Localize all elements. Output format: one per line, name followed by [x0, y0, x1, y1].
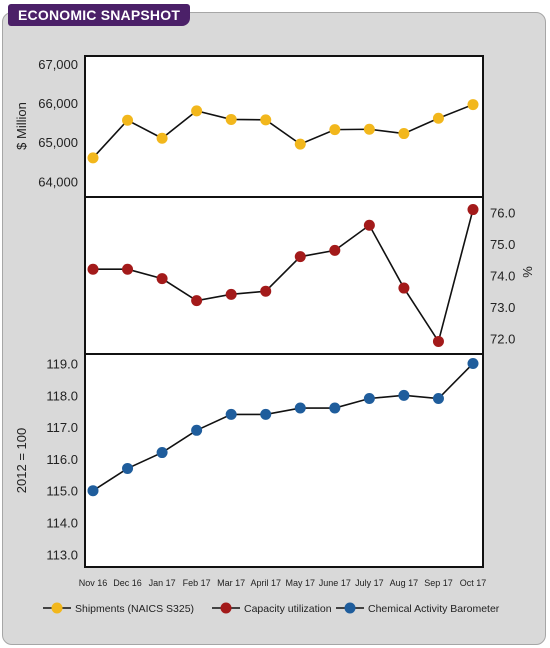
x-tick-label: Oct 17 [460, 578, 487, 588]
series-line [93, 209, 474, 344]
x-tick-label: Aug 17 [390, 578, 419, 588]
data-point [398, 282, 410, 294]
y-tick-label: 75.0 [490, 237, 515, 252]
data-point [156, 132, 168, 144]
data-point [87, 263, 99, 275]
x-tick-label: April 17 [250, 578, 281, 588]
data-point [432, 335, 444, 347]
page-title: ECONOMIC SNAPSHOT [8, 4, 191, 26]
x-tick-label: June 17 [319, 578, 351, 588]
x-tick-label: Jan 17 [149, 578, 176, 588]
y-tick-label: 117.0 [46, 420, 78, 435]
data-point [363, 393, 375, 405]
data-point [294, 138, 306, 150]
data-point [329, 402, 341, 414]
data-point [225, 288, 237, 300]
data-point [156, 273, 168, 285]
y-tick-label: 67,000 [38, 57, 78, 72]
data-point [398, 389, 410, 401]
data-point [156, 447, 168, 459]
y-tick-label: 74.0 [490, 269, 515, 284]
x-tick-label: Dec 16 [113, 578, 142, 588]
y-axis-label: $ Million [14, 102, 29, 150]
data-point [432, 112, 444, 124]
data-point [363, 219, 375, 231]
x-tick-label: Feb 17 [183, 578, 211, 588]
data-point [122, 462, 134, 474]
data-point [87, 152, 99, 164]
y-axis-label: 2012 = 100 [14, 428, 29, 493]
data-point [260, 114, 272, 126]
y-tick-label: 115.0 [46, 484, 78, 499]
y-tick-label: 65,000 [38, 135, 78, 150]
x-tick-label: May 17 [286, 578, 316, 588]
data-point [398, 128, 410, 140]
data-point [122, 114, 134, 126]
data-point [294, 251, 306, 263]
data-point [467, 204, 479, 216]
data-point [225, 113, 237, 125]
series-line [92, 103, 474, 159]
data-point [329, 244, 341, 256]
y-tick-label: 66,000 [38, 96, 78, 111]
data-point [191, 424, 203, 436]
y-axis-label: % [520, 266, 535, 278]
data-point [329, 124, 341, 136]
x-tick-label: July 17 [355, 578, 384, 588]
x-tick-label: Sep 17 [424, 578, 453, 588]
legend-marker [51, 602, 63, 614]
data-point [467, 99, 479, 111]
y-tick-label: 116.0 [46, 452, 78, 467]
y-tick-label: 119.0 [46, 357, 78, 372]
y-tick-label: 113.0 [46, 547, 78, 562]
legend-marker [344, 602, 356, 614]
y-tick-label: 73.0 [490, 300, 515, 315]
data-point [122, 263, 134, 275]
legend-label: Chemical Activity Barometer [368, 603, 500, 615]
data-point [363, 123, 375, 135]
plot-area [84, 55, 484, 568]
y-tick-label: 76.0 [490, 206, 515, 221]
y-tick-label: 72.0 [490, 331, 515, 346]
data-point [191, 295, 203, 307]
legend-marker [220, 602, 232, 614]
data-point [467, 358, 479, 370]
data-point [432, 393, 444, 405]
legend-label: Capacity utilization [244, 603, 332, 615]
y-tick-label: 64,000 [38, 174, 78, 189]
data-point [260, 285, 272, 297]
data-point [294, 402, 306, 414]
data-point [260, 408, 272, 420]
series-line [92, 362, 474, 492]
x-tick-label: Mar 17 [217, 578, 245, 588]
y-tick-label: 114.0 [46, 515, 78, 530]
legend-label: Shipments (NAICS S325) [75, 603, 194, 615]
data-point [87, 485, 99, 497]
y-tick-label: 118.0 [46, 388, 78, 403]
data-point [225, 408, 237, 420]
x-tick-label: Nov 16 [79, 578, 108, 588]
data-point [191, 105, 203, 117]
